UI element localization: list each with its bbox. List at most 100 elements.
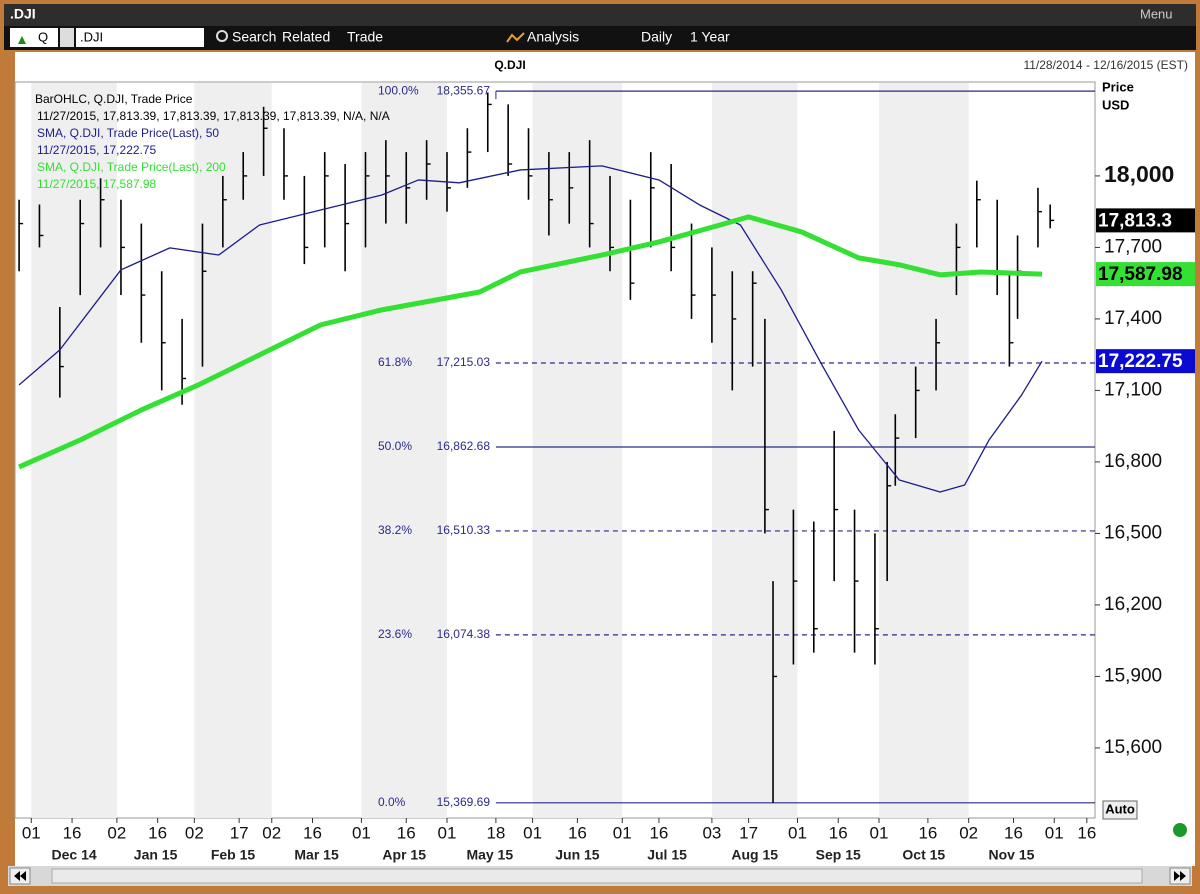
fib-value: 15,369.69 <box>437 795 491 809</box>
up-icon <box>18 36 26 44</box>
x-tick-label: 16 <box>829 823 848 842</box>
month-label: Nov 15 <box>988 847 1034 863</box>
x-tick-label: 02 <box>262 823 281 842</box>
fib-pct: 50.0% <box>378 439 412 453</box>
menu-button[interactable]: Menu <box>1140 6 1173 21</box>
x-tick-label: 16 <box>63 823 82 842</box>
arrow <box>1174 871 1180 881</box>
toolbar-item[interactable]: Search <box>232 29 276 45</box>
analysis-icon <box>506 32 525 43</box>
title-bar <box>4 4 1196 26</box>
month-label: May 15 <box>466 847 513 863</box>
arrow <box>20 871 26 881</box>
status-dot <box>1173 823 1187 837</box>
x-tick-label: 01 <box>788 823 807 842</box>
x-tick-label: 03 <box>702 823 721 842</box>
y-tick-label: 17,400 <box>1104 308 1162 329</box>
fib-value: 17,215.03 <box>437 355 491 369</box>
month-label: Jul 15 <box>647 847 687 863</box>
sma-line <box>18 165 1043 493</box>
fib-pct: 38.2% <box>378 523 412 537</box>
chart-title: Q.DJI <box>494 58 525 72</box>
x-tick-label: 02 <box>107 823 126 842</box>
month-label: Feb 15 <box>211 847 256 863</box>
y-tick-label: 17,700 <box>1104 236 1162 257</box>
fib-value: 16,074.38 <box>437 627 491 641</box>
month-band <box>31 83 117 818</box>
month-band <box>532 83 623 818</box>
arrow <box>1180 871 1186 881</box>
x-tick-label: 01 <box>22 823 41 842</box>
x-tick-label: 18 <box>486 823 505 842</box>
y-tick-label: 16,500 <box>1104 522 1162 543</box>
symbol: .DJI <box>80 29 103 44</box>
fib-value: 18,355.67 <box>437 83 491 97</box>
window-title: .DJI <box>10 6 36 22</box>
month-label: Aug 15 <box>731 847 778 863</box>
toolbar-item[interactable]: Daily <box>641 29 672 45</box>
x-tick-label: 01 <box>438 823 457 842</box>
y-tick-label: 15,900 <box>1104 665 1162 686</box>
symbol-type: Q <box>38 29 48 44</box>
legend-text: 11/27/2015, 17,222.75 <box>37 143 157 157</box>
x-tick-label: 16 <box>303 823 322 842</box>
x-tick-label: 17 <box>739 823 758 842</box>
month-band <box>711 83 798 818</box>
toolbar-item[interactable]: Related <box>282 29 330 45</box>
arrow <box>14 871 20 881</box>
price-tag-label: 17,222.75 <box>1098 351 1183 372</box>
month-label: Dec 14 <box>52 847 97 863</box>
y-tick-label: 16,800 <box>1104 451 1162 472</box>
x-tick-label: 16 <box>397 823 416 842</box>
auto-button[interactable] <box>1102 800 1138 820</box>
legend-text: SMA, Q.DJI, Trade Price(Last), 200 <box>37 160 226 174</box>
toolbar-item[interactable]: Analysis <box>527 29 579 45</box>
month-label: Jan 15 <box>134 847 178 863</box>
month-label: Oct 15 <box>902 847 945 863</box>
price-tag-label: 17,813.3 <box>1098 210 1172 231</box>
legend-text: 11/27/2015, 17,587.98 <box>37 177 157 191</box>
price-tag-label: 17,587.98 <box>1098 264 1183 285</box>
x-tick-label: 02 <box>185 823 204 842</box>
scroll-thumb[interactable] <box>51 868 1143 884</box>
price-tag <box>1096 349 1195 374</box>
auto-label: Auto <box>1105 801 1135 816</box>
month-label: Mar 15 <box>294 847 339 863</box>
y-tick-label: 17,100 <box>1104 379 1162 400</box>
fib-pct: 100.0% <box>378 83 419 97</box>
x-tick-label: 16 <box>1004 823 1023 842</box>
symbol-type-box[interactable] <box>10 28 58 47</box>
sma-line <box>18 214 1043 470</box>
x-tick-label: 02 <box>959 823 978 842</box>
axis-unit: USD <box>1102 97 1129 112</box>
symbol-input[interactable] <box>76 28 204 47</box>
x-tick-label: 16 <box>918 823 937 842</box>
legend-text: 11/27/2015, 17,813.39, 17,813.39, 17,813… <box>37 109 390 123</box>
x-tick-label: 16 <box>568 823 587 842</box>
toolbar-item[interactable]: Trade <box>347 29 383 45</box>
y-tick-label: 15,600 <box>1104 737 1162 758</box>
x-tick-label: 16 <box>649 823 668 842</box>
search-icon <box>216 30 228 42</box>
fib-value: 16,862.68 <box>437 439 491 453</box>
x-tick-label: 16 <box>148 823 167 842</box>
fib-pct: 0.0% <box>378 795 406 809</box>
y-tick-label: 16,200 <box>1104 594 1162 615</box>
month-label: Sep 15 <box>816 847 861 863</box>
date-range: 11/28/2014 - 12/16/2015 (EST) <box>1023 58 1188 72</box>
x-tick-label: 17 <box>230 823 249 842</box>
fib-pct: 23.6% <box>378 627 412 641</box>
month-band <box>361 83 447 818</box>
x-tick-label: 01 <box>523 823 542 842</box>
month-band <box>879 83 969 818</box>
fib-pct: 61.8% <box>378 355 412 369</box>
price-tag <box>1096 208 1195 233</box>
x-tick-label: 16 <box>1077 823 1096 842</box>
y-tick-label: 18,000 <box>1104 161 1174 187</box>
dropdown[interactable] <box>60 28 74 47</box>
x-tick-label: 01 <box>613 823 632 842</box>
month-label: Apr 15 <box>382 847 426 863</box>
month-label: Jun 15 <box>555 847 600 863</box>
toolbar-item[interactable]: 1 Year <box>690 29 730 45</box>
